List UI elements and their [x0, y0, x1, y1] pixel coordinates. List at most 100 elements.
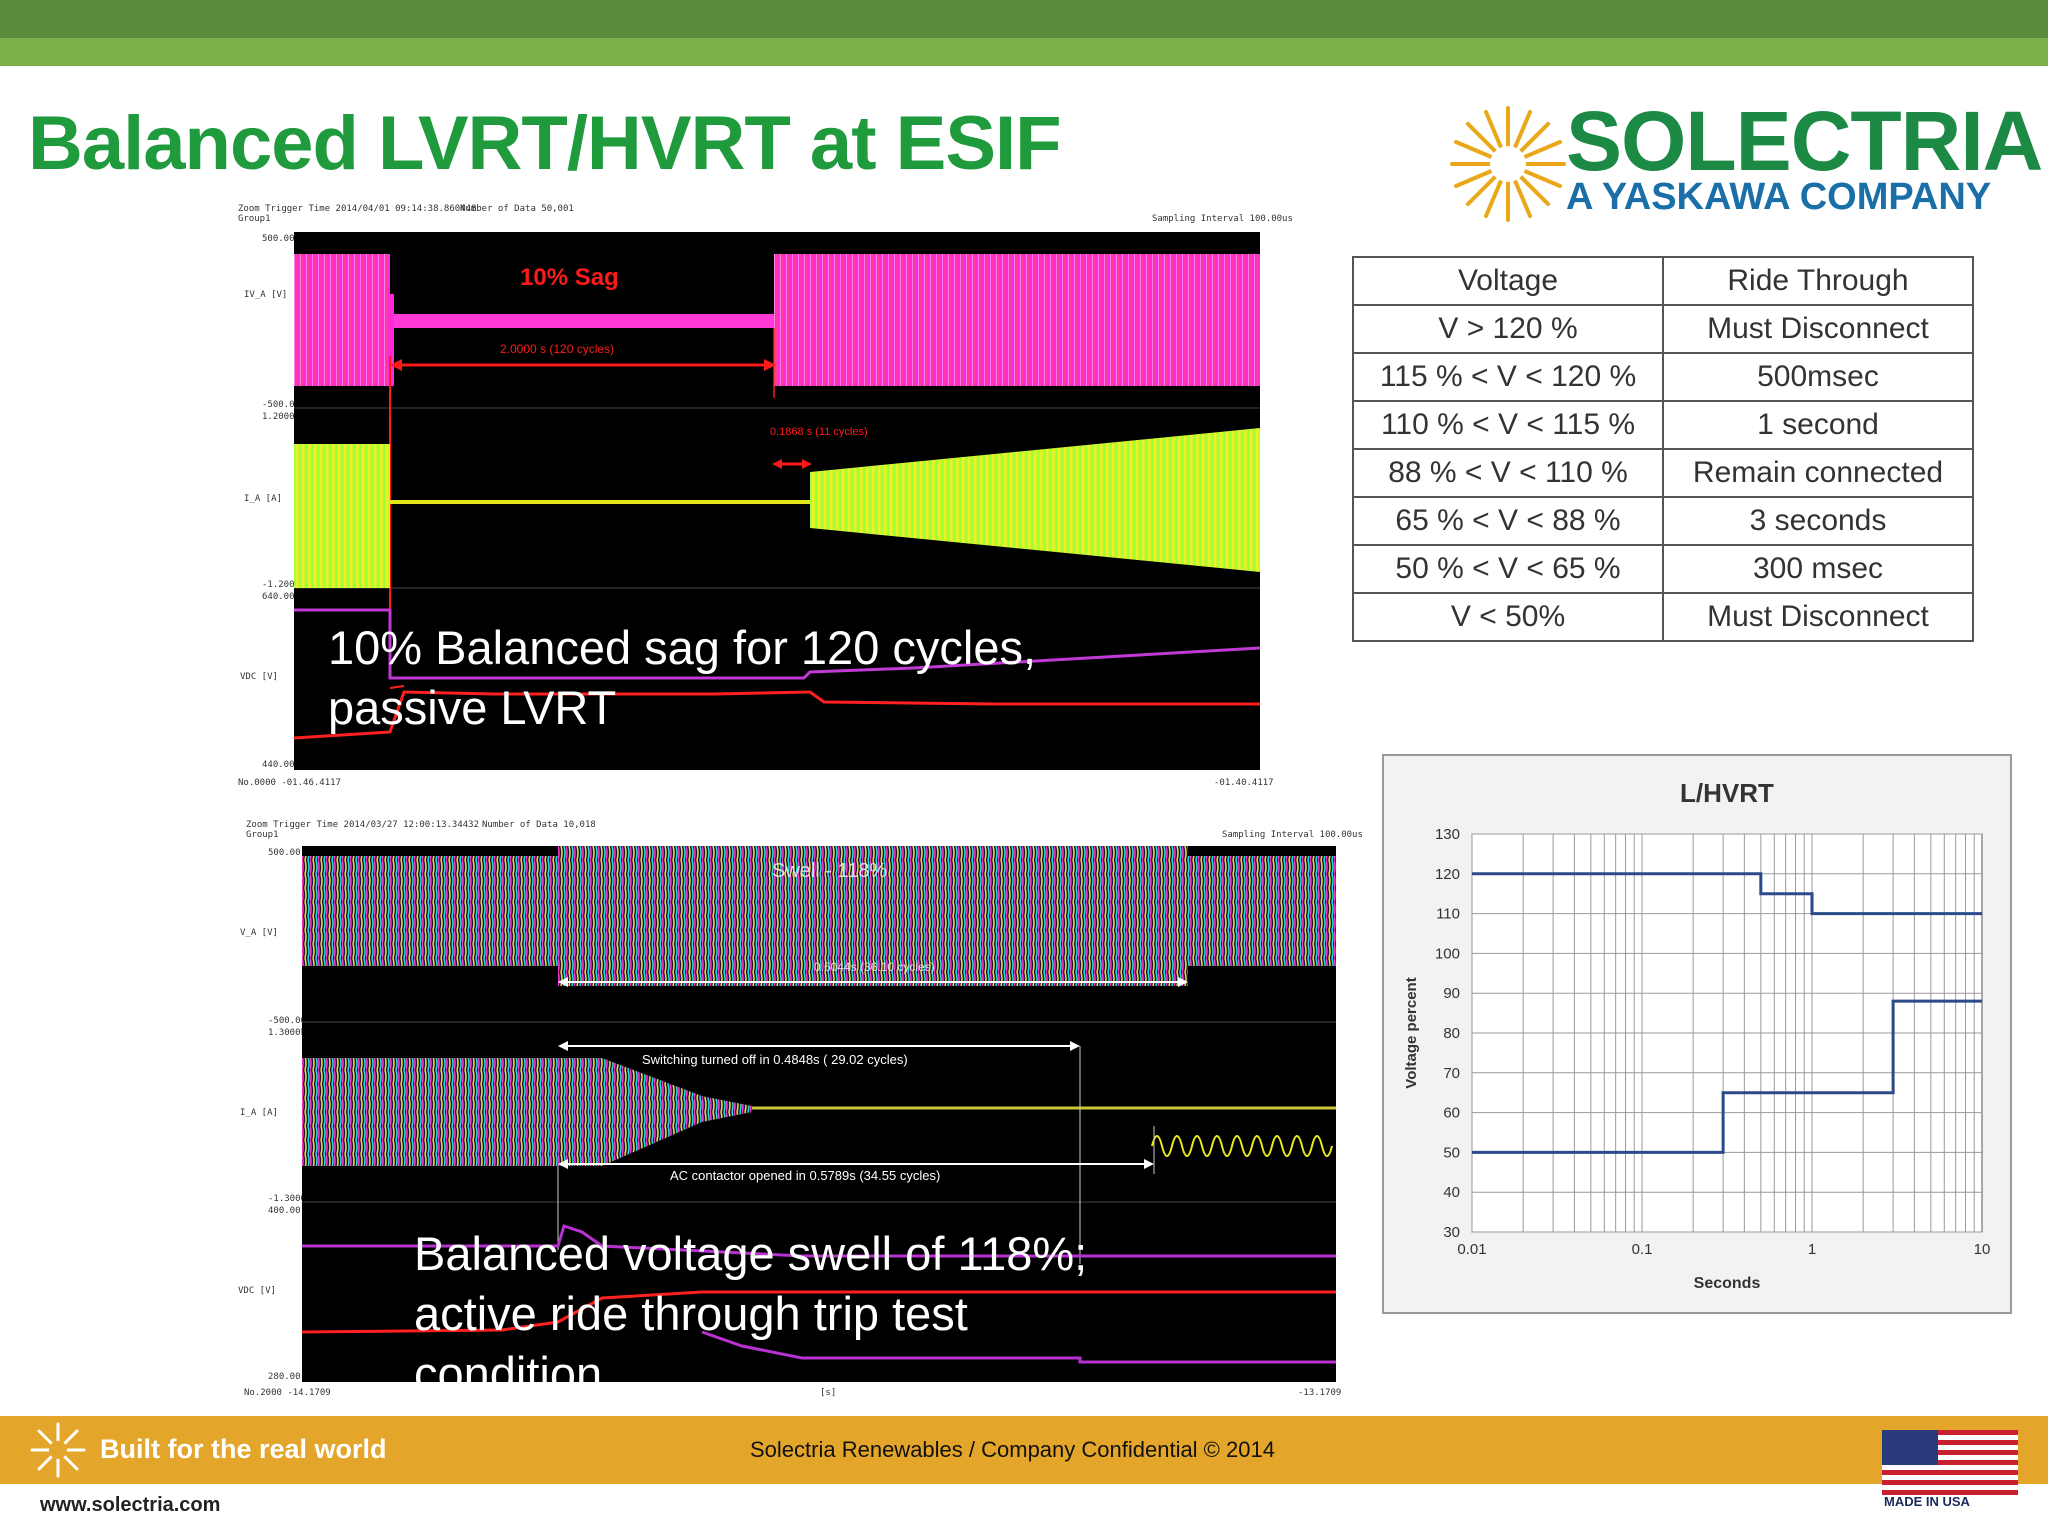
table-header-ride-through: Ride Through	[1662, 256, 1974, 306]
logo-subtitle: A YASKAWA COMPANY	[1566, 176, 1992, 218]
y-tick-label: 50	[1443, 1144, 1460, 1161]
x-tick-label: 0.1	[1632, 1241, 1653, 1258]
scope2-caption-line2: active ride through trip test	[414, 1287, 968, 1340]
scope1-ch2-label: I_A [A]	[244, 494, 282, 504]
scope2-footer-left: No.2000 -14.1709	[244, 1388, 331, 1398]
table-cell-ride-through: Must Disconnect	[1662, 304, 1974, 354]
scope1-ch3-label: VDC [V]	[240, 672, 278, 682]
scope2-switching-label: Switching turned off in 0.4848s ( 29.02 …	[642, 1052, 908, 1067]
scope2-contactor-label: AC contactor opened in 0.5789s (34.55 cy…	[670, 1168, 941, 1183]
series-line-1	[1472, 999, 1982, 1154]
table-row: 65 % < V < 88 % 3 seconds	[1352, 496, 1974, 546]
scope1-ch1-label: IV_A [V]	[244, 290, 288, 300]
chart-title: L/HVRT	[1680, 778, 1774, 808]
table-cell-ride-through: Remain connected	[1662, 448, 1974, 498]
scope2-trigger-time: Zoom Trigger Time 2014/03/27 12:00:13.34…	[246, 820, 479, 830]
scope2-caption-line3: condition	[414, 1347, 603, 1382]
table-cell-ride-through: 500msec	[1662, 352, 1974, 402]
slide-title: Balanced LVRT/HVRT at ESIF	[28, 101, 1062, 186]
table-cell-ride-through: 300 msec	[1662, 544, 1974, 594]
scope2-y-top: 500.00	[268, 848, 301, 858]
scope1-display: 10% Sag 2.0000 s (120 cycles) 0.1868 s (…	[294, 232, 1260, 770]
scope2-group: Group1	[246, 830, 279, 840]
table-header-voltage: Voltage	[1352, 256, 1664, 306]
x-axis-label: Seconds	[1694, 1275, 1761, 1292]
y-tick-label: 60	[1443, 1105, 1460, 1122]
website-link[interactable]: www.solectria.com	[40, 1494, 221, 1516]
scope1-group: Group1	[238, 214, 271, 224]
scope1-y-top: 500.00	[262, 234, 295, 244]
table-cell-voltage: V > 120 %	[1352, 304, 1664, 354]
x-tick-label: 0.01	[1457, 1241, 1486, 1258]
scope1-y-mid4: 640.00	[262, 592, 295, 602]
table-row: 88 % < V < 110 % Remain connected	[1352, 448, 1974, 498]
scope2-footer-mid: [s]	[820, 1388, 837, 1398]
scope2-swell-label: Swell - 118%	[772, 860, 888, 882]
x-tick-label: 1	[1808, 1241, 1816, 1258]
y-tick-label: 30	[1443, 1224, 1460, 1241]
ride-through-table: Voltage Ride Through V > 120 % Must Disco…	[1352, 256, 1974, 642]
scope1-y-mid1: -500.00	[262, 400, 300, 410]
table-row: 110 % < V < 115 % 1 second	[1352, 400, 1974, 450]
scope2-footer-right: -13.1709	[1298, 1388, 1342, 1398]
table-row: 115 % < V < 120 % 500msec	[1352, 352, 1974, 402]
y-tick-label: 120	[1435, 866, 1460, 883]
footer-tagline: Built for the real world	[100, 1434, 387, 1464]
scope1-y-bot: 440.00	[262, 760, 295, 770]
scope2-y-bot: 280.00	[268, 1372, 301, 1382]
table-row: V < 50% Must Disconnect	[1352, 592, 1974, 642]
scope2-y-mid4: 400.00	[268, 1206, 301, 1216]
y-tick-label: 80	[1443, 1025, 1460, 1042]
sun-icon-footer	[30, 1422, 86, 1478]
table-cell-ride-through: 3 seconds	[1662, 496, 1974, 546]
scope1-caption-line1: 10% Balanced sag for 120 cycles,	[328, 621, 1037, 674]
scope2-sampling: Sampling Interval 100.00us	[1222, 830, 1363, 840]
scope2-y-mid1: -500.00	[268, 1016, 306, 1026]
series-line-0	[1472, 872, 1982, 916]
table-cell-voltage: V < 50%	[1352, 592, 1664, 642]
table-cell-voltage: 88 % < V < 110 %	[1352, 448, 1664, 498]
table-header-row: Voltage Ride Through	[1352, 256, 1974, 306]
y-tick-label: 90	[1443, 985, 1460, 1002]
footer-bar	[0, 1416, 2048, 1484]
scope1-traces	[294, 254, 1260, 740]
scope2-swell-duration: 0.6044s (36.10 cycles)	[814, 960, 935, 974]
y-tick-label: 110	[1436, 906, 1460, 923]
sun-icon	[1450, 106, 1566, 222]
scope1-footer-left: No.0000 -01.46.4117	[238, 778, 341, 788]
table-row: V > 120 % Must Disconnect	[1352, 304, 1974, 354]
y-tick-label: 100	[1435, 945, 1460, 962]
lhvrt-chart: 30 40 50 60 70 80 90 100 110 120 130 0.01 0.1 1 10 L/HV…	[1382, 754, 2012, 1314]
x-tick-label: 10	[1974, 1241, 1991, 1258]
y-tick-label: 70	[1443, 1065, 1460, 1082]
scope1-sag-label: 10% Sag	[520, 264, 619, 291]
scope1-recovery-label: 0.1868 s (11 cycles)	[770, 426, 868, 438]
scope1-y-mid2: 1.2000k	[262, 412, 300, 422]
table-row: 50 % < V < 65 % 300 msec	[1352, 544, 1974, 594]
table-cell-ride-through: 1 second	[1662, 400, 1974, 450]
scope2-ch2-label: I_A [A]	[240, 1108, 278, 1118]
footer-confidential: Solectria Renewables / Company Confident…	[750, 1437, 1275, 1462]
top-band-light	[0, 38, 2048, 66]
scope2-ch1-label: V_A [V]	[240, 928, 278, 938]
table-cell-voltage: 115 % < V < 120 %	[1352, 352, 1664, 402]
scope1-trigger-time: Zoom Trigger Time 2014/04/01 09:14:38.86…	[238, 204, 477, 214]
scope2-data-count: Number of Data 10,018	[482, 820, 596, 830]
scope1-data-count: Number of Data 50,001	[460, 204, 574, 214]
scope2-display: Swell - 118% 0.6044s (36.10 cycles) Swit…	[302, 846, 1336, 1382]
y-tick-label: 40	[1443, 1184, 1460, 1201]
scope2-ch3-label: VDC [V]	[238, 1286, 276, 1296]
usa-flag-icon	[1882, 1430, 2018, 1496]
scope1-footer-right: -01.40.4117	[1214, 778, 1274, 788]
top-band-dark	[0, 0, 2048, 38]
scope2-caption: Balanced voltage swell of 118%; active r…	[414, 1224, 1087, 1382]
table-cell-voltage: 65 % < V < 88 %	[1352, 496, 1664, 546]
scope2-y-mid2: 1.3000k	[268, 1028, 306, 1038]
y-axis-label: Voltage percent	[1403, 977, 1420, 1088]
scope1-sampling: Sampling Interval 100.00us	[1152, 214, 1293, 224]
scope2-traces	[302, 846, 1336, 1364]
scope1-sag-duration: 2.0000 s (120 cycles)	[500, 342, 615, 356]
scope1-y-mid3: -1.2000k	[262, 580, 306, 590]
